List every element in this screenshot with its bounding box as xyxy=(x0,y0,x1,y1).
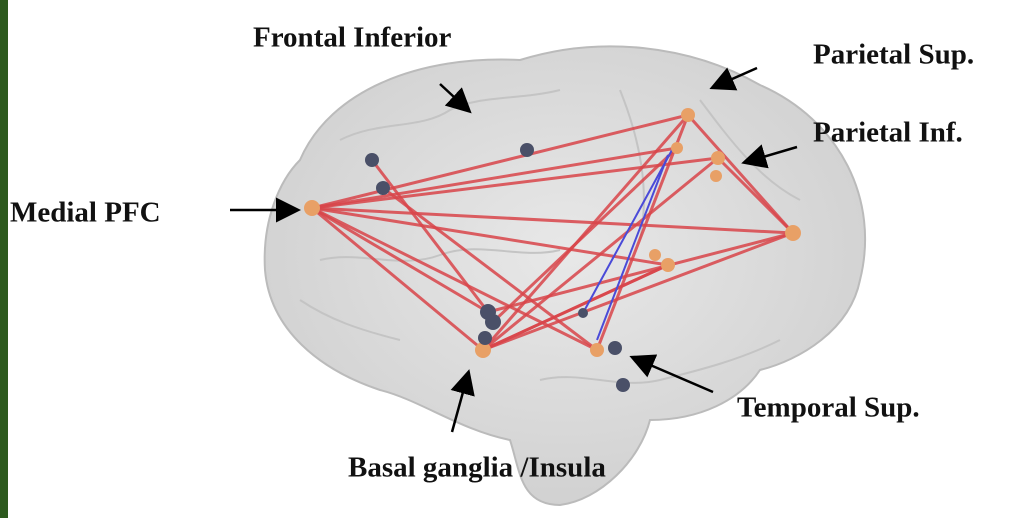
label-parietal-sup: Parietal Sup. xyxy=(813,39,974,71)
label-frontal-inferior: Frontal Inferior xyxy=(253,22,452,54)
left-border xyxy=(0,0,8,518)
label-temporal-sup: Temporal Sup. xyxy=(737,392,920,424)
label-parietal-inf: Parietal Inf. xyxy=(813,117,963,149)
figure: Frontal Inferior Parietal Sup. Parietal … xyxy=(0,0,1032,518)
label-medial-pfc: Medial PFC xyxy=(10,197,161,229)
label-basal-ganglia: Basal ganglia /Insula xyxy=(348,452,606,484)
brain xyxy=(265,46,865,505)
